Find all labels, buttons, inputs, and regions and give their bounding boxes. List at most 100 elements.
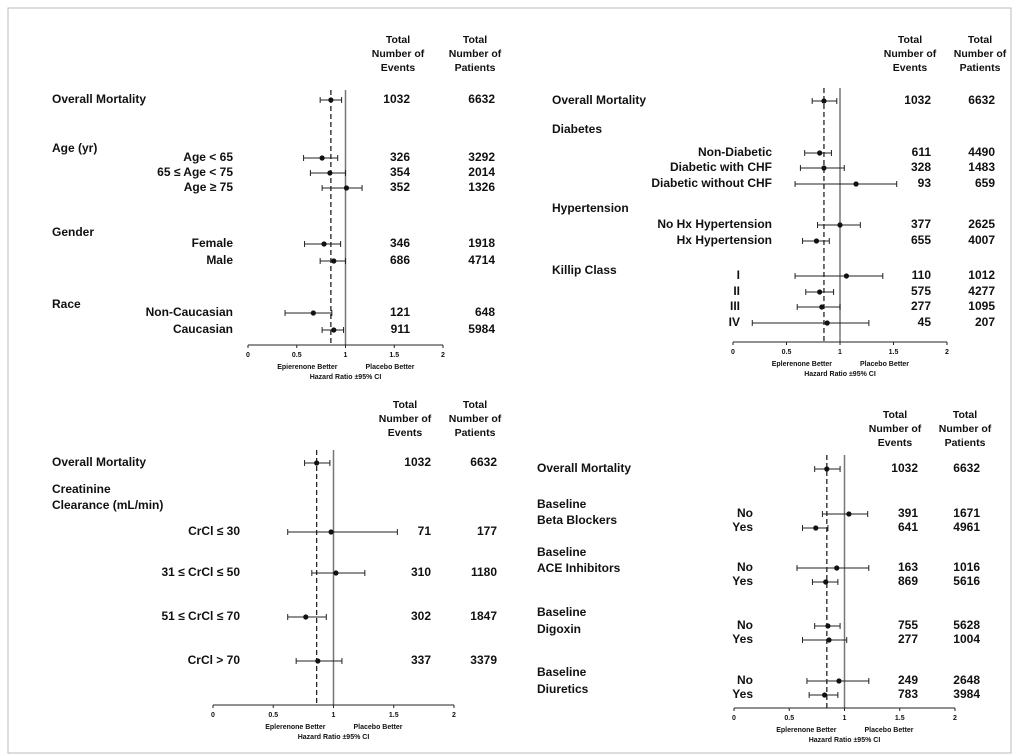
column-header: Total bbox=[883, 409, 907, 421]
group-name: Diuretics bbox=[537, 682, 589, 696]
events: 302 bbox=[411, 609, 431, 623]
patients: 3379 bbox=[470, 653, 497, 667]
subgroup-label: No bbox=[737, 618, 753, 632]
column-header: Number of bbox=[372, 48, 425, 60]
subgroup-label: 65 ≤ Age < 75 bbox=[157, 165, 233, 179]
patients: 5628 bbox=[953, 618, 980, 632]
group-name: Digoxin bbox=[537, 622, 581, 636]
events: 249 bbox=[898, 673, 918, 687]
hr-point bbox=[823, 579, 829, 585]
patients: 659 bbox=[975, 176, 995, 190]
patients: 207 bbox=[975, 315, 995, 329]
column-header: Number of bbox=[939, 423, 992, 435]
subgroup-label: 51 ≤ CrCl ≤ 70 bbox=[161, 609, 240, 623]
x-tick-label: 0.5 bbox=[784, 715, 794, 722]
subgroup-label: Yes bbox=[732, 520, 753, 534]
hr-point bbox=[813, 238, 820, 244]
column-header: Patients bbox=[455, 62, 496, 74]
patients: 1326 bbox=[468, 180, 495, 194]
patients: 3984 bbox=[953, 687, 980, 701]
patients: 6632 bbox=[968, 93, 995, 107]
patients: 5984 bbox=[468, 322, 495, 336]
events: 377 bbox=[911, 217, 931, 231]
overall-label: Overall Mortality bbox=[537, 461, 631, 475]
events: 575 bbox=[911, 284, 931, 298]
hr-point bbox=[319, 155, 325, 161]
subgroup-label: III bbox=[730, 299, 740, 313]
column-header: Number of bbox=[954, 48, 1007, 60]
x-tick-label: 2 bbox=[945, 349, 949, 356]
x-tick-label: 0 bbox=[732, 715, 736, 722]
events: 277 bbox=[898, 632, 918, 646]
events: 352 bbox=[390, 180, 410, 194]
subgroup-label: 31 ≤ CrCl ≤ 50 bbox=[161, 565, 240, 579]
x-tick-label: 1 bbox=[838, 349, 842, 356]
column-header: Patients bbox=[455, 427, 496, 439]
hr-point bbox=[843, 273, 850, 279]
hr-point bbox=[846, 511, 852, 517]
column-header: Number of bbox=[449, 48, 502, 60]
subgroup-label: Age < 65 bbox=[183, 150, 233, 164]
patients: 4961 bbox=[953, 520, 980, 534]
column-header: Events bbox=[878, 437, 913, 449]
patients: 4007 bbox=[968, 233, 995, 247]
subgroup-label: IV bbox=[729, 315, 740, 329]
x-tick-label: 0 bbox=[731, 349, 735, 356]
patients: 1004 bbox=[953, 632, 980, 646]
events: 93 bbox=[918, 176, 932, 190]
column-header: Number of bbox=[884, 48, 937, 60]
subgroup-label: Age ≥ 75 bbox=[184, 180, 234, 194]
patients: 6632 bbox=[470, 455, 497, 469]
group-name: ACE Inhibitors bbox=[537, 561, 621, 575]
x-tick-label: 0.5 bbox=[782, 349, 792, 356]
patients: 4714 bbox=[468, 253, 495, 267]
subgroup-label: CrCl ≤ 30 bbox=[188, 524, 240, 538]
right-label: Placebo Better bbox=[860, 361, 909, 368]
column-header: Total bbox=[953, 409, 977, 421]
right-label: Placebo Better bbox=[865, 727, 914, 734]
patients: 1095 bbox=[968, 299, 995, 313]
column-header: Number of bbox=[379, 413, 432, 425]
x-tick-label: 0 bbox=[211, 712, 215, 719]
patients: 648 bbox=[475, 305, 495, 319]
hr-point bbox=[343, 185, 350, 191]
patients: 1016 bbox=[953, 560, 980, 574]
subgroup-label: Non-Diabetic bbox=[698, 145, 772, 159]
hr-point bbox=[836, 678, 842, 684]
group-name: Beta Blockers bbox=[537, 513, 617, 527]
patients: 1012 bbox=[968, 268, 995, 282]
events: 45 bbox=[918, 315, 932, 329]
patients: 3292 bbox=[468, 150, 495, 164]
subgroup-label: I bbox=[737, 268, 740, 282]
subgroup-label: Yes bbox=[732, 632, 753, 646]
group-name: Baseline bbox=[537, 605, 587, 619]
x-tick-label: 0 bbox=[246, 352, 250, 359]
hr-point bbox=[821, 98, 827, 104]
subgroup-label: No Hx Hypertension bbox=[657, 217, 772, 231]
hr-point bbox=[333, 570, 339, 576]
hr-point bbox=[819, 304, 825, 310]
x-tick-label: 1.5 bbox=[889, 349, 899, 356]
subgroup-label: Non-Caucasian bbox=[146, 305, 233, 319]
column-header: Total bbox=[393, 399, 417, 411]
subgroup-label: No bbox=[737, 506, 753, 520]
events: 783 bbox=[898, 687, 918, 701]
x-axis-title: Hazard Ratio ±95% CI bbox=[809, 737, 881, 744]
patients: 4277 bbox=[968, 284, 995, 298]
left-label: Epierenone Better bbox=[277, 364, 338, 371]
right-label: Placebo Better bbox=[366, 364, 415, 371]
subgroup-label: Male bbox=[206, 253, 233, 267]
group-name: Hypertension bbox=[552, 201, 629, 215]
x-tick-label: 0.5 bbox=[292, 352, 302, 359]
patients: 5616 bbox=[953, 574, 980, 588]
events: 1032 bbox=[891, 461, 918, 475]
events: 641 bbox=[898, 520, 918, 534]
group-name: Baseline bbox=[537, 545, 587, 559]
hr-point bbox=[303, 614, 309, 620]
subgroup-label: Diabetic with CHF bbox=[670, 160, 772, 174]
events: 1032 bbox=[404, 455, 431, 469]
patients: 1483 bbox=[968, 160, 995, 174]
x-tick-label: 1.5 bbox=[389, 712, 399, 719]
subgroup-label: No bbox=[737, 673, 753, 687]
